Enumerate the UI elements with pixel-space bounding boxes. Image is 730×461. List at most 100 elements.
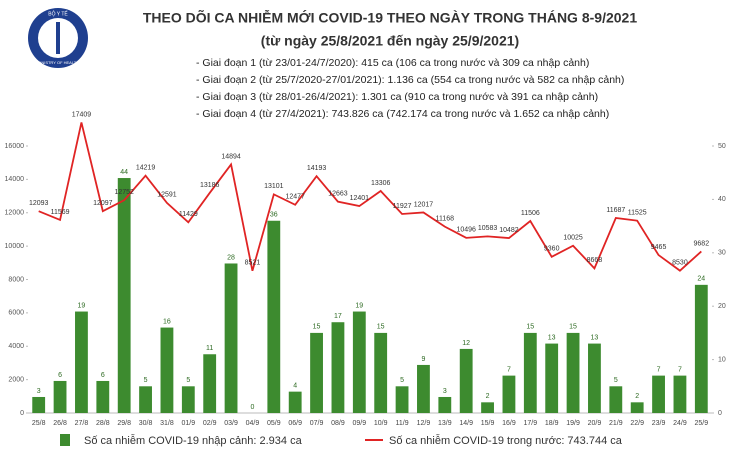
y-tick-label: 14000	[5, 176, 25, 183]
line-label: 9682	[694, 240, 710, 247]
bar	[588, 343, 601, 413]
y-tick-label: 0	[20, 410, 24, 417]
x-tick-label: 04/9	[246, 420, 260, 427]
bar-label: 19	[355, 302, 363, 309]
bar	[395, 386, 409, 413]
bar-label: 13	[548, 334, 556, 341]
line-label: 14193	[307, 165, 327, 172]
line-label: 13186	[200, 182, 220, 189]
bar-label: 15	[377, 324, 385, 331]
y-tick-label: 6000	[8, 310, 24, 317]
line-label: 14894	[221, 153, 241, 160]
y-tick-label: 10000	[5, 243, 25, 250]
bar	[331, 322, 345, 413]
bar	[374, 332, 388, 413]
bar-label: 7	[678, 366, 682, 373]
x-tick-label: 26/8	[53, 420, 67, 427]
bar-label: 24	[697, 276, 705, 283]
bar-label: 16	[163, 318, 171, 325]
line-label: 12752	[114, 189, 134, 196]
x-tick-label: 31/8	[160, 420, 174, 427]
x-tick-label: 25/9	[695, 420, 709, 427]
bar-label: 36	[270, 212, 278, 219]
x-tick-label: 17/9	[524, 420, 538, 427]
bar	[459, 348, 473, 413]
line-label: 11506	[521, 210, 540, 217]
x-tick-label: 19/9	[566, 420, 580, 427]
bar-label: 0	[250, 404, 254, 411]
line-label: 8521	[245, 260, 261, 267]
bar	[203, 354, 217, 413]
x-tick-label: 23/9	[652, 420, 666, 427]
bar	[523, 332, 537, 413]
y-tick-label: 8000	[8, 276, 24, 283]
line-label: 9465	[651, 244, 667, 251]
x-tick-label: 15/9	[481, 420, 495, 427]
x-tick-label: 18/9	[545, 420, 559, 427]
note: - Giai đoạn 1 (từ 23/01-24/7/2020): 415 …	[196, 57, 589, 69]
line-label: 12663	[328, 191, 348, 198]
bar	[117, 178, 131, 413]
x-tick-label: 07/9	[310, 420, 324, 427]
y2-tick-label: 10	[718, 356, 726, 363]
bar	[181, 386, 195, 413]
bar-label: 17	[334, 313, 342, 320]
line-label: 12017	[414, 201, 434, 208]
legend-swatch	[60, 434, 70, 446]
line-label: 13306	[371, 180, 391, 187]
x-tick-label: 02/9	[203, 420, 217, 427]
bar	[96, 380, 110, 413]
bar	[652, 375, 665, 413]
x-tick-label: 12/9	[417, 420, 431, 427]
line-label: 12401	[350, 195, 370, 202]
x-tick-label: 16/9	[502, 420, 516, 427]
y-tick-label: 2000	[8, 376, 24, 383]
bar	[75, 311, 88, 413]
line-label: 10482	[499, 227, 519, 234]
bar-label: 19	[78, 302, 86, 309]
bar	[566, 332, 580, 413]
x-tick-label: 21/9	[609, 420, 623, 427]
x-tick-label: 13/9	[438, 420, 452, 427]
bar	[609, 386, 623, 413]
x-tick-label: 29/8	[117, 420, 131, 427]
bar-label: 2	[486, 393, 490, 400]
bar-label: 2	[635, 393, 639, 400]
logo: BỘ Y TẾ MINISTRY OF HEALTH	[28, 8, 88, 68]
line-label: 8668	[587, 257, 603, 264]
line-label: 11569	[51, 209, 70, 216]
line-label: 10025	[563, 235, 583, 242]
x-tick-label: 22/9	[630, 420, 644, 427]
bar-label: 3	[443, 388, 447, 395]
bar-label: 15	[526, 324, 534, 331]
bar-label: 7	[507, 366, 511, 373]
x-tick-label: 25/8	[32, 420, 46, 427]
line-label: 10583	[478, 225, 498, 232]
line-label: 11927	[393, 203, 412, 210]
bar-label: 6	[101, 372, 105, 379]
x-tick-label: 14/9	[459, 420, 473, 427]
bar-label: 15	[569, 324, 577, 331]
bar	[545, 343, 559, 413]
bar	[160, 327, 174, 413]
line-label: 10496	[456, 227, 476, 234]
bar-label: 5	[614, 377, 618, 384]
note: - Giai đoạn 2 (từ 25/7/2020-27/01/2021):…	[196, 74, 624, 86]
bar-label: 5	[186, 377, 190, 384]
x-tick-label: 10/9	[374, 420, 388, 427]
bar-label: 15	[313, 324, 321, 331]
note: - Giai đoạn 3 (từ 28/01-26/4/2021): 1.30…	[196, 91, 598, 103]
bar-label: 13	[591, 334, 599, 341]
line-label: 12591	[157, 192, 177, 199]
bar-label: 3	[37, 388, 41, 395]
bar	[673, 375, 687, 413]
y-tick-label: 12000	[5, 210, 25, 217]
x-tick-label: 08/9	[331, 420, 345, 427]
bar	[53, 380, 67, 413]
x-tick-label: 03/9	[224, 420, 238, 427]
bar-label: 9	[421, 356, 425, 363]
legend-label: Số ca nhiễm COVID-19 trong nước: 743.744…	[389, 434, 623, 447]
line	[38, 122, 702, 272]
x-tick-label: 05/9	[267, 420, 281, 427]
y2-tick-label: 40	[718, 196, 726, 203]
